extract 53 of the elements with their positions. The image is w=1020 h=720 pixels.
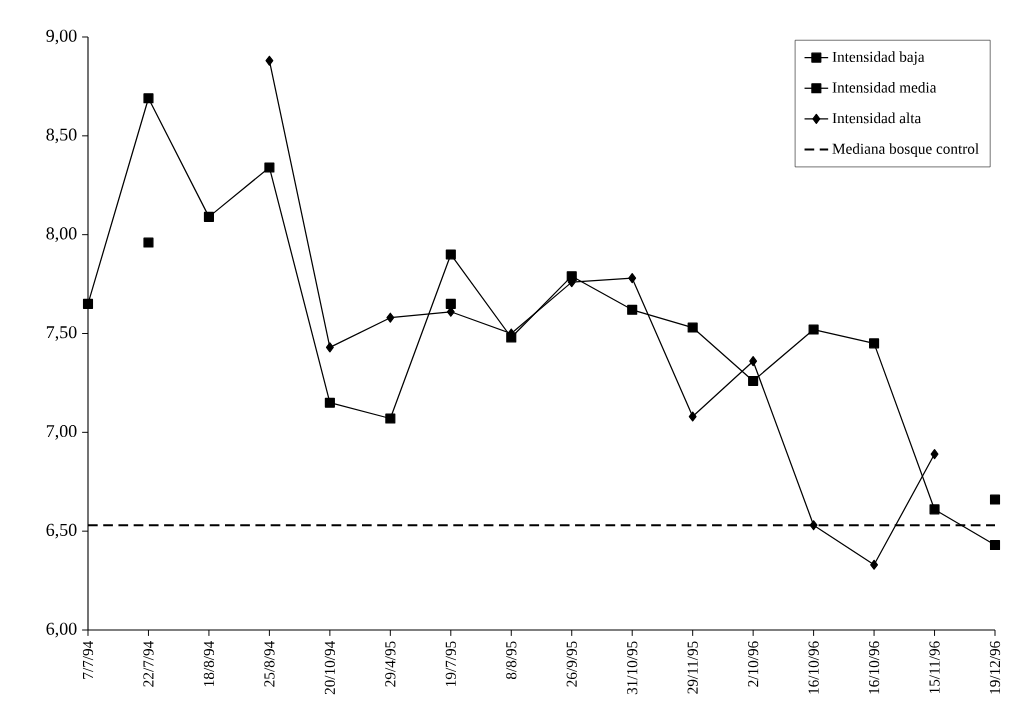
point bbox=[748, 375, 759, 386]
point bbox=[688, 411, 697, 422]
x-tick-label: 15/11/96 bbox=[929, 641, 940, 694]
point bbox=[929, 504, 940, 515]
x-tick-label: 18/8/94 bbox=[203, 641, 215, 686]
y-tick-label: 9,00 bbox=[46, 29, 77, 45]
point bbox=[628, 273, 637, 284]
point bbox=[809, 520, 818, 531]
x-tick-label: 8/8/95 bbox=[506, 641, 517, 680]
point bbox=[445, 249, 456, 260]
x-tick-label: 2/10/96 bbox=[748, 641, 759, 687]
y-tick-label: 7,50 bbox=[46, 326, 77, 341]
point bbox=[445, 298, 456, 309]
y-tick-label: 8,50 bbox=[46, 128, 77, 144]
point bbox=[386, 312, 395, 323]
x-tick-label: 16/10/96 bbox=[868, 641, 880, 694]
point bbox=[203, 211, 214, 222]
legend-label: Intensidad baja bbox=[832, 51, 925, 66]
x-tick-label: 7/7/94 bbox=[82, 641, 94, 679]
point bbox=[687, 322, 698, 333]
x-tick-label: 25/8/94 bbox=[264, 641, 275, 687]
legend-label: Mediana bosque control bbox=[832, 143, 979, 157]
point bbox=[385, 413, 396, 424]
legend-label: Intensidad media bbox=[832, 81, 937, 93]
x-tick-label: 20/10/94 bbox=[324, 641, 336, 695]
point bbox=[82, 298, 94, 309]
point bbox=[808, 324, 819, 335]
point bbox=[264, 162, 275, 173]
point bbox=[627, 304, 638, 315]
point bbox=[870, 559, 879, 570]
y-tick-label: 6,00 bbox=[46, 622, 77, 638]
point bbox=[749, 356, 758, 367]
point bbox=[325, 342, 334, 353]
x-tick-label: 16/10/96 bbox=[808, 641, 819, 694]
x-tick-label: 31/10/95 bbox=[627, 641, 638, 695]
point bbox=[143, 237, 154, 248]
point bbox=[265, 55, 274, 66]
point bbox=[989, 494, 1001, 505]
point bbox=[930, 449, 939, 460]
x-tick-label: 22/7/94 bbox=[143, 641, 154, 687]
x-tick-label: 26/9/95 bbox=[566, 641, 577, 687]
x-tick-label: 19/7/95 bbox=[445, 641, 456, 686]
point bbox=[324, 397, 335, 408]
y-tick-label: 7,00 bbox=[46, 424, 77, 440]
point bbox=[869, 338, 880, 349]
x-tick-label: 29/11/95 bbox=[687, 641, 698, 694]
y-tick-label: 8,00 bbox=[46, 227, 77, 243]
x-tick-label: 29/4/95 bbox=[385, 641, 396, 687]
x-tick-label: 19/12/96 bbox=[989, 641, 1001, 694]
y-tick-label: 6,50 bbox=[46, 523, 77, 539]
point bbox=[143, 93, 154, 104]
point bbox=[989, 539, 1001, 551]
legend-label: Intensidad alta bbox=[832, 112, 922, 124]
